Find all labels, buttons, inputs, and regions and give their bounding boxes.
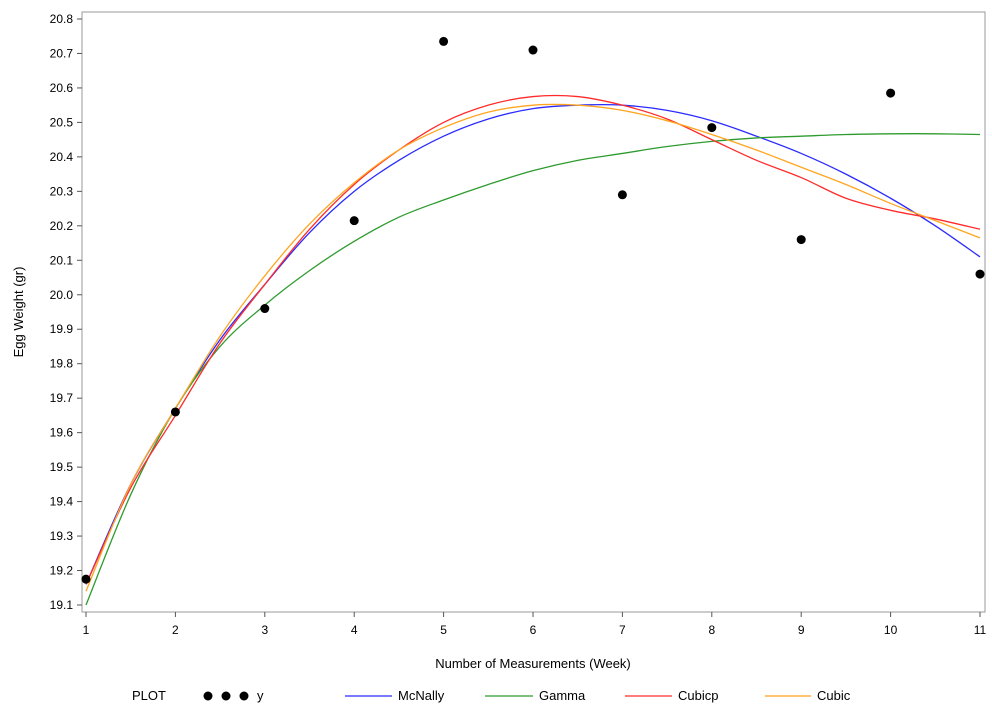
- legend-label-y: y: [257, 688, 264, 703]
- series-line-mcnally: [85, 103, 981, 585]
- data-point: [528, 45, 538, 55]
- data-point: [170, 407, 180, 417]
- fitted-curves: [85, 94, 981, 606]
- data-point: [975, 269, 985, 279]
- y-tick-label: 19.9: [50, 322, 74, 336]
- x-tick-label: 6: [530, 623, 537, 637]
- x-axis-label: Number of Measurements (Week): [435, 656, 631, 671]
- legend-title: PLOT: [132, 688, 166, 703]
- y-tick-label: 19.8: [50, 357, 74, 371]
- observed-points: [81, 36, 985, 584]
- y-tick-label: 19.4: [50, 495, 74, 509]
- x-tick-label: 2: [172, 623, 179, 637]
- y-tick-label: 20.7: [50, 46, 74, 60]
- y-tick-label: 20.2: [50, 219, 74, 233]
- x-tick-label: 7: [619, 623, 626, 637]
- data-point: [81, 574, 91, 584]
- y-tick-label: 20.5: [50, 115, 74, 129]
- data-point: [439, 36, 449, 46]
- y-tick-label: 19.1: [50, 598, 74, 612]
- y-tick-label: 19.7: [50, 391, 74, 405]
- legend-label-gamma: Gamma: [539, 688, 586, 703]
- y-axis-label: Egg Weight (gr): [11, 267, 26, 358]
- x-tick-label: 4: [351, 623, 358, 637]
- plot-frame: [81, 11, 986, 613]
- series-line-cubicp: [85, 94, 981, 585]
- y-tick-label: 20.8: [50, 12, 74, 26]
- legend-marker-y: [239, 691, 249, 701]
- y-tick-label: 20.6: [50, 81, 74, 95]
- y-axis: 19.1 19.2 19.3 19.4 19.5 19.6 19.7 19.8 19.9 20.0…: [50, 12, 82, 612]
- x-tick-label: 9: [798, 623, 805, 637]
- data-point: [349, 216, 359, 226]
- y-tick-label: 20.0: [50, 288, 74, 302]
- y-tick-label: 19.2: [50, 564, 74, 578]
- x-axis: 1 2 3 4 5 6 7 8 9 10 11: [83, 612, 987, 637]
- x-tick-label: 5: [440, 623, 447, 637]
- data-point: [260, 304, 270, 314]
- y-tick-label: 19.5: [50, 460, 74, 474]
- legend-marker-y: [203, 691, 213, 701]
- y-tick-label: 19.3: [50, 529, 74, 543]
- y-tick-label: 20.4: [50, 150, 74, 164]
- data-point: [796, 235, 806, 245]
- legend-label-cubic: Cubic: [817, 688, 851, 703]
- x-tick-label: 1: [83, 623, 90, 637]
- legend-marker-y: [221, 691, 231, 701]
- y-tick-label: 19.6: [50, 426, 74, 440]
- x-tick-label: 10: [884, 623, 898, 637]
- legend-label-mcnally: McNally: [398, 688, 445, 703]
- data-point: [617, 190, 627, 200]
- legend-label-cubicp: Cubicp: [678, 688, 718, 703]
- x-tick-label: 11: [974, 623, 987, 637]
- legend: PLOT y McNally Gamma Cubicp Cubic: [132, 688, 851, 703]
- y-tick-label: 20.1: [50, 253, 74, 267]
- y-tick-label: 20.3: [50, 184, 74, 198]
- x-tick-label: 3: [261, 623, 268, 637]
- data-point: [886, 88, 896, 98]
- series-line-cubic: [85, 103, 981, 592]
- data-point: [707, 123, 717, 133]
- x-tick-label: 8: [708, 623, 715, 637]
- series-line-gamma: [85, 133, 981, 606]
